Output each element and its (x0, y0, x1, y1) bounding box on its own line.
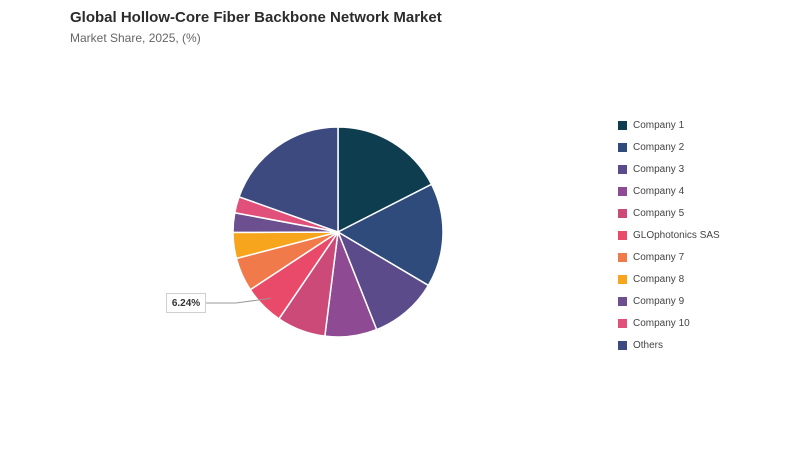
legend-label: GLOphotonics SAS (633, 229, 720, 241)
legend-label: Company 1 (633, 119, 685, 131)
legend-label: Company 9 (633, 295, 685, 307)
legend-swatch (618, 208, 627, 218)
pie-slice-company-3[interactable] (336, 230, 430, 331)
legend-swatch (618, 252, 627, 262)
pie-slices (232, 126, 444, 338)
legend-swatch (618, 296, 627, 306)
chart-title: Global Hollow-Core Fiber Backbone Networ… (70, 9, 442, 26)
legend-label: Company 7 (633, 251, 685, 263)
legend-item-company-10[interactable]: Company 10 (618, 312, 720, 334)
legend-item-company-5[interactable]: Company 5 (618, 202, 720, 224)
chart-legend: Company 1 Company 2 Company 3 Company 4 Comp… (618, 114, 720, 356)
pie-slice-company-2[interactable] (336, 183, 444, 287)
legend-swatch (618, 318, 627, 328)
legend-item-glophotonics-sas[interactable]: GLOphotonics SAS (618, 224, 720, 246)
legend-label: Company 4 (633, 185, 685, 197)
legend-label: Company 3 (633, 163, 685, 175)
chart-subtitle: Market Share, 2025, (%) (70, 31, 201, 45)
legend-swatch (618, 164, 627, 174)
data-label-glophotonics: 6.24% (166, 293, 206, 313)
legend-label: Company 10 (633, 317, 690, 329)
callout-leader-line (206, 297, 271, 304)
legend-label: Company 5 (633, 207, 685, 219)
legend-label: Company 8 (633, 273, 685, 285)
legend-item-company-2[interactable]: Company 2 (618, 136, 720, 158)
legend-label: Company 2 (633, 141, 685, 153)
legend-item-company-1[interactable]: Company 1 (618, 114, 720, 136)
legend-swatch (618, 120, 627, 130)
legend-swatch (618, 230, 627, 240)
legend-label: Others (633, 339, 664, 351)
legend-item-company-9[interactable]: Company 9 (618, 290, 720, 312)
legend-swatch (618, 340, 627, 350)
legend-item-company-8[interactable]: Company 8 (618, 268, 720, 290)
legend-swatch (618, 186, 627, 196)
pie-slice-company-1[interactable] (337, 126, 433, 234)
legend-item-company-4[interactable]: Company 4 (618, 180, 720, 202)
legend-item-company-7[interactable]: Company 7 (618, 246, 720, 268)
legend-item-others[interactable]: Others (618, 334, 720, 356)
pie-slice-others[interactable] (238, 126, 339, 234)
legend-swatch (618, 274, 627, 284)
legend-swatch (618, 142, 627, 152)
legend-item-company-3[interactable]: Company 3 (618, 158, 720, 180)
